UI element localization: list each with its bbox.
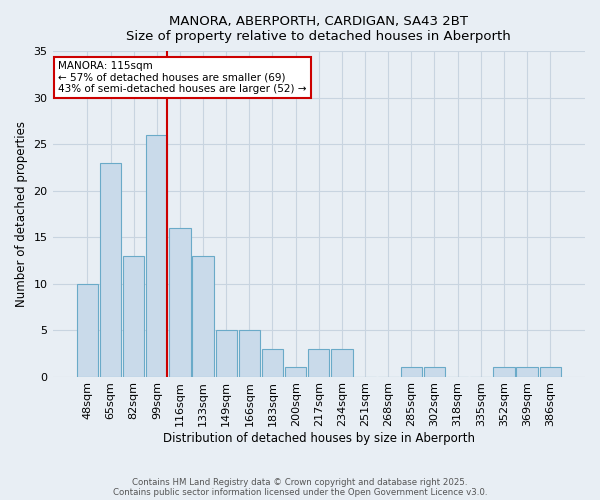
Bar	[424, 368, 445, 376]
Bar	[193, 256, 214, 376]
Bar	[539, 368, 561, 376]
Title: MANORA, ABERPORTH, CARDIGAN, SA43 2BT
Size of property relative to detached hous: MANORA, ABERPORTH, CARDIGAN, SA43 2BT Si…	[127, 15, 511, 43]
Text: Contains HM Land Registry data © Crown copyright and database right 2025.
Contai: Contains HM Land Registry data © Crown c…	[113, 478, 487, 497]
Bar	[169, 228, 191, 376]
Bar	[285, 368, 306, 376]
Bar	[401, 368, 422, 376]
Y-axis label: Number of detached properties: Number of detached properties	[15, 121, 28, 307]
Bar	[146, 135, 167, 376]
Bar	[100, 162, 121, 376]
Bar	[77, 284, 98, 376]
Bar	[239, 330, 260, 376]
Bar	[517, 368, 538, 376]
Text: MANORA: 115sqm
← 57% of detached houses are smaller (69)
43% of semi-detached ho: MANORA: 115sqm ← 57% of detached houses …	[58, 61, 307, 94]
Bar	[331, 348, 353, 376]
Bar	[123, 256, 145, 376]
Bar	[262, 348, 283, 376]
Bar	[493, 368, 515, 376]
Bar	[215, 330, 237, 376]
Bar	[308, 348, 329, 376]
X-axis label: Distribution of detached houses by size in Aberporth: Distribution of detached houses by size …	[163, 432, 475, 445]
